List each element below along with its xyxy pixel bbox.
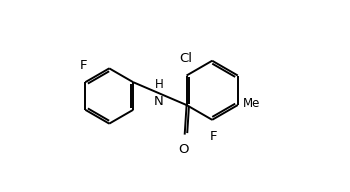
Text: O: O [178, 143, 189, 156]
Text: F: F [80, 59, 87, 72]
Text: H: H [155, 78, 163, 91]
Text: F: F [209, 130, 217, 143]
Text: Cl: Cl [179, 52, 192, 65]
Text: Me: Me [243, 97, 260, 110]
Text: N: N [154, 95, 164, 108]
